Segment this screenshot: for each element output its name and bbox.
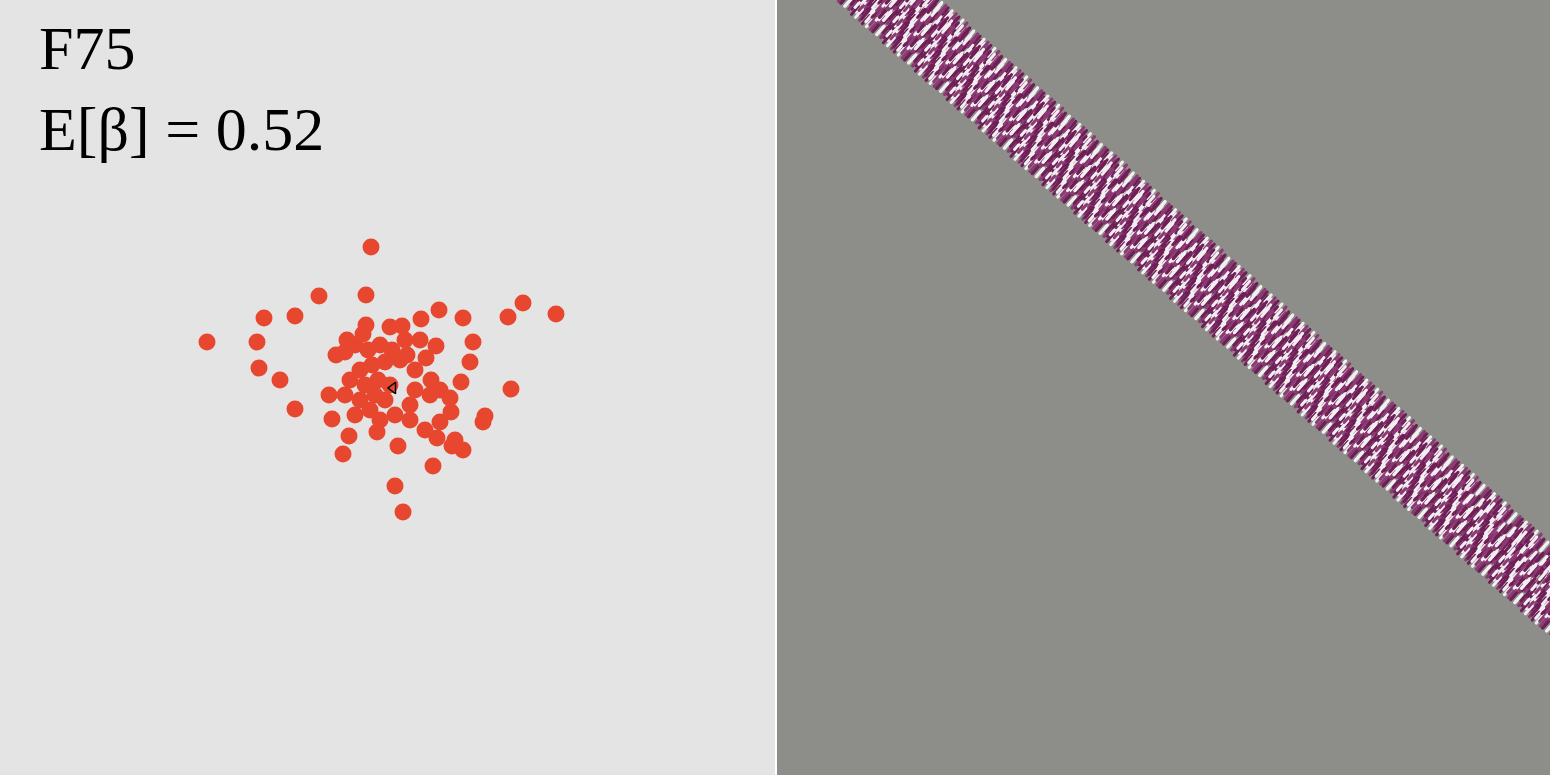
svg-text:E[β] = 0.52: E[β] = 0.52 xyxy=(39,95,324,163)
svg-text:F75: F75 xyxy=(39,14,135,82)
